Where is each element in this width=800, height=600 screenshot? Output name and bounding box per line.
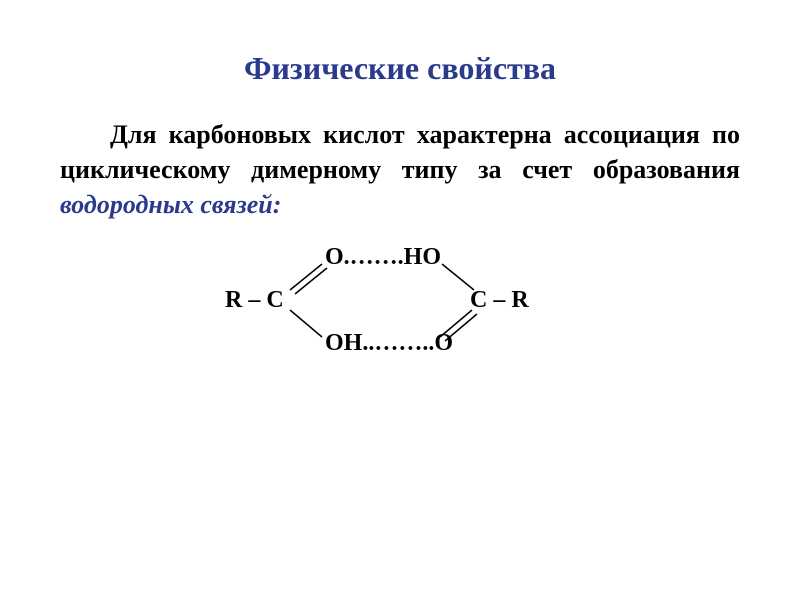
right-group: C – R	[470, 287, 529, 313]
page-title: Физические свойства	[60, 50, 740, 87]
bond-line	[295, 268, 327, 294]
bond-line	[445, 314, 477, 341]
bond-line	[290, 310, 322, 337]
dimer-structure: O.…….HO R – C C – R OH..……..O	[160, 242, 610, 362]
main-paragraph: Для карбоновых кислот характерна ассоциа…	[60, 117, 740, 222]
emphasis-text: водородных связей:	[60, 190, 281, 219]
chemical-diagram: O.…….HO R – C C – R OH..……..O	[160, 242, 740, 374]
atom-oh-bottom: OH..……..O	[325, 330, 453, 356]
bond-line	[290, 264, 322, 290]
left-group: R – C	[225, 287, 284, 313]
atom-o-topleft: O.…….HO	[325, 244, 441, 270]
bond-line	[442, 264, 474, 290]
paragraph-text: Для карбоновых кислот характерна ассоциа…	[60, 120, 740, 184]
bond-line	[440, 310, 472, 337]
